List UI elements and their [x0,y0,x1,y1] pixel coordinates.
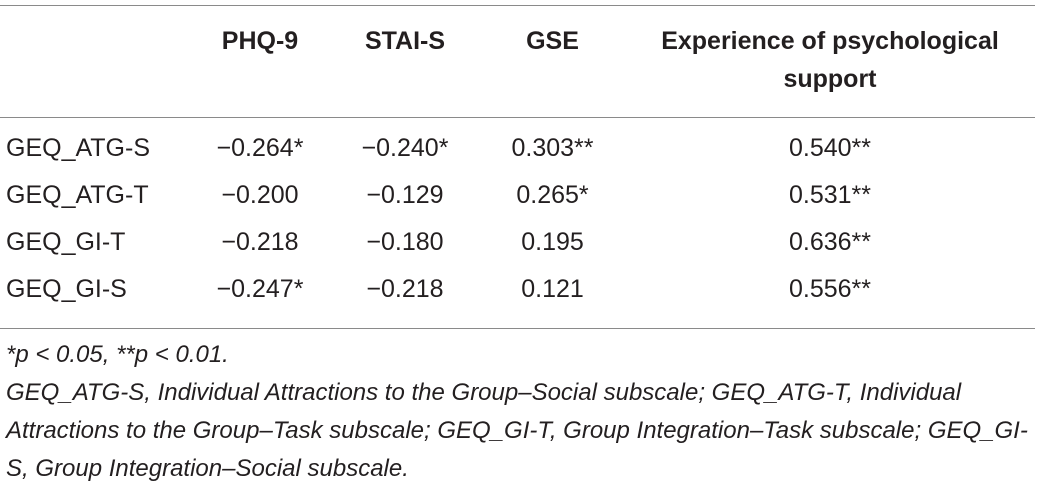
table-cell: 0.121 [521,275,584,303]
table-cell: 0.195 [521,228,584,256]
table-row: GEQ_ATG-T −0.200 −0.129 0.265* 0.531** [0,172,1035,219]
column-header-stai-s: STAI-S [364,27,446,55]
significance-note: *p < 0.05, **p < 0.01. [6,341,229,368]
column-header-experience: Experience of psychological support [661,27,999,93]
table-cell: 0.556** [788,275,872,303]
table-top-rule [0,5,1035,6]
row-label: GEQ_GI-T [6,228,126,256]
table-header-rule [0,117,1035,118]
table-footnotes: *p < 0.05, **p < 0.01. GEQ_ATG-S, Indivi… [6,336,1031,488]
abbreviations-note: GEQ_ATG-S, Individual Attractions to the… [6,379,1028,482]
table-header-row: PHQ-9 STAI-S GSE Experience of psycholog… [0,22,1035,117]
table-cell: −0.129 [366,181,444,209]
table-cell: −0.247* [216,275,304,303]
table-cell: 0.636** [788,228,872,256]
table-cell: 0.303** [511,134,594,162]
table-cell: −0.180 [366,228,444,256]
table-cell: −0.218 [366,275,444,303]
table-row: GEQ_GI-T −0.218 −0.180 0.195 0.636** [0,219,1035,266]
table-cell: 0.531** [788,181,872,209]
table-cell: −0.218 [221,228,299,256]
table-cell: −0.200 [221,181,299,209]
row-label: GEQ_GI-S [6,275,127,303]
row-label: GEQ_ATG-T [6,181,149,209]
correlation-table: PHQ-9 STAI-S GSE Experience of psycholog… [0,22,1035,313]
row-label: GEQ_ATG-S [6,134,151,162]
column-header-phq9: PHQ-9 [221,27,299,55]
column-header-gse: GSE [526,27,579,55]
table-cell: −0.264* [216,134,304,162]
table-cell: 0.265* [516,181,589,209]
table-cell: −0.240* [361,134,449,162]
table-row: GEQ_ATG-S −0.264* −0.240* 0.303** 0.540*… [0,117,1035,172]
table-row: GEQ_GI-S −0.247* −0.218 0.121 0.556** [0,266,1035,313]
column-header-blank [0,22,190,117]
table-bottom-rule [0,328,1035,329]
table-cell: 0.540** [788,134,872,162]
